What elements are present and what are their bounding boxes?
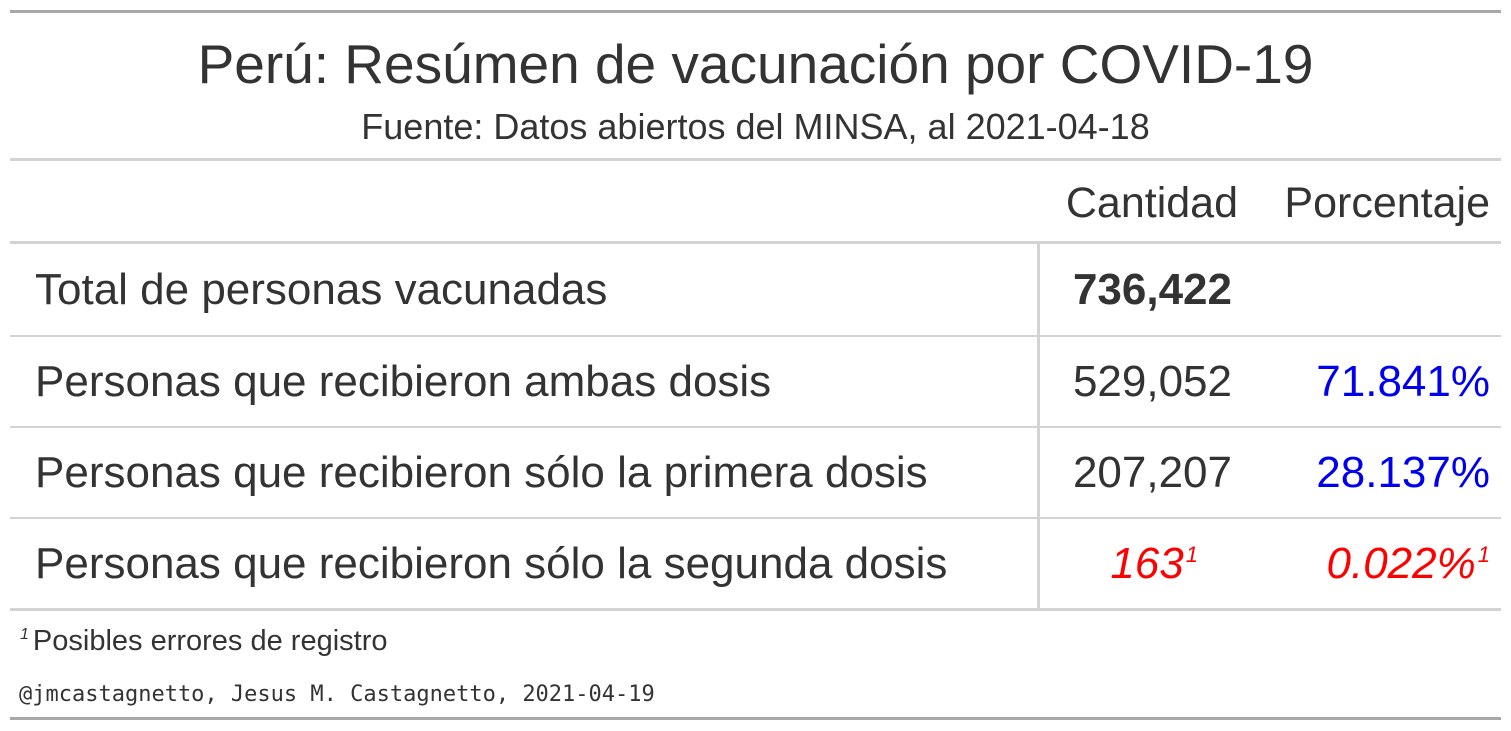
row-porcentaje: 0.022%1 bbox=[1242, 538, 1490, 590]
row-cantidad: 529,052 bbox=[1072, 357, 1232, 406]
porcentaje-value: 0.022% bbox=[1326, 539, 1476, 588]
row-porcentaje: 28.137% bbox=[1316, 448, 1490, 497]
cantidad-value: 163 bbox=[1110, 539, 1184, 588]
heading-divider bbox=[10, 158, 1501, 161]
footnote-mark: 1 bbox=[20, 626, 29, 644]
footnote-text: Posibles errores de registro bbox=[32, 625, 388, 657]
table-row: Total de personas vacunadas 736,422 bbox=[10, 244, 1501, 333]
column-header-cantidad: Cantidad bbox=[1065, 179, 1238, 227]
row-cantidad: 207,207 bbox=[1072, 448, 1232, 497]
row-divider bbox=[10, 517, 1501, 519]
row-divider bbox=[10, 426, 1501, 428]
row-cantidad: 1631 bbox=[1040, 538, 1198, 590]
row-porcentaje: 71.841% bbox=[1316, 357, 1490, 406]
footnote-mark: 1 bbox=[1185, 542, 1198, 568]
column-header-divider bbox=[10, 241, 1501, 244]
table-subtitle: Fuente: Datos abiertos del MINSA, al 202… bbox=[361, 106, 1150, 147]
row-label: Personas que recibieron sólo la primera … bbox=[35, 448, 928, 497]
footnote: 1 Posibles errores de registro bbox=[20, 623, 388, 659]
source-note: @jmcastagnetto, Jesus M. Castagnetto, 20… bbox=[19, 682, 655, 707]
summary-table: Perú: Resúmen de vacunación por COVID-19… bbox=[10, 10, 1501, 720]
column-header-porcentaje: Porcentaje bbox=[1284, 179, 1490, 227]
row-label: Total de personas vacunadas bbox=[35, 265, 608, 314]
table-row: Personas que recibieron sólo la segunda … bbox=[10, 518, 1501, 607]
top-border bbox=[10, 10, 1501, 13]
table-body-bottom-border bbox=[10, 608, 1501, 611]
row-divider bbox=[10, 335, 1501, 337]
table-title: Perú: Resúmen de vacunación por COVID-19 bbox=[197, 33, 1314, 95]
table-row: Personas que recibieron sólo la primera … bbox=[10, 427, 1501, 516]
bottom-border bbox=[10, 717, 1501, 720]
row-label: Personas que recibieron ambas dosis bbox=[35, 357, 772, 406]
row-cantidad: 736,422 bbox=[1072, 265, 1232, 314]
footnote-mark: 1 bbox=[1477, 542, 1490, 568]
table-row: Personas que recibieron ambas dosis 529,… bbox=[10, 336, 1501, 425]
row-label: Personas que recibieron sólo la segunda … bbox=[35, 539, 948, 588]
